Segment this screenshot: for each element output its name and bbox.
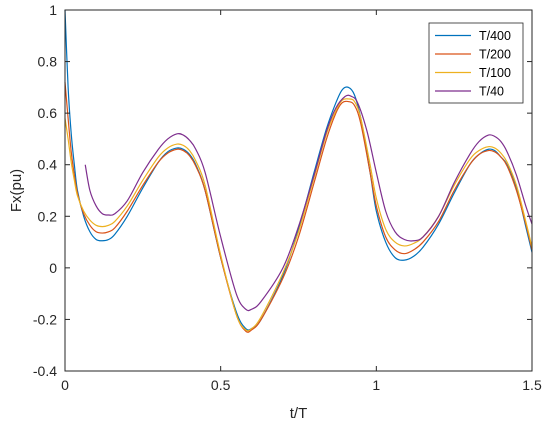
axes-box	[64, 9, 533, 372]
legend: T/400 T/200 T/100 T/40	[428, 22, 524, 104]
legend-label: T/400	[479, 29, 511, 43]
legend-label: T/40	[479, 85, 504, 99]
y-tick-label: -0.4	[33, 363, 57, 379]
y-tick-label: 0.2	[38, 208, 58, 224]
axis-layer: 0 0.5 1 1.5 -0.4 -0.2 0 0.2 0.4 0.6 0.8 1	[33, 2, 542, 393]
legend-label: T/200	[479, 48, 511, 62]
y-tick-label: 1	[49, 2, 57, 18]
y-tick-label: 0.6	[38, 105, 58, 121]
legend-box	[428, 22, 524, 104]
y-tick-label: 0.8	[38, 54, 58, 70]
x-tick-label: 0.5	[211, 377, 231, 393]
series-line-4	[84, 94, 533, 312]
series-layer	[64, 9, 533, 333]
y-axis-label: Fx(pu)	[8, 169, 25, 212]
series-line-2	[64, 82, 533, 333]
legend-label: T/100	[479, 66, 511, 80]
y-tick-label: -0.2	[33, 311, 57, 327]
x-axis-label: t/T	[290, 405, 308, 422]
y-tick-label: 0	[49, 260, 57, 276]
y-tick-label: 0.4	[38, 157, 58, 173]
x-tick-label: 1	[372, 377, 380, 393]
x-tick-label: 1.5	[522, 377, 542, 393]
x-tick-label: 0	[61, 377, 69, 393]
series-line-3	[64, 98, 533, 332]
